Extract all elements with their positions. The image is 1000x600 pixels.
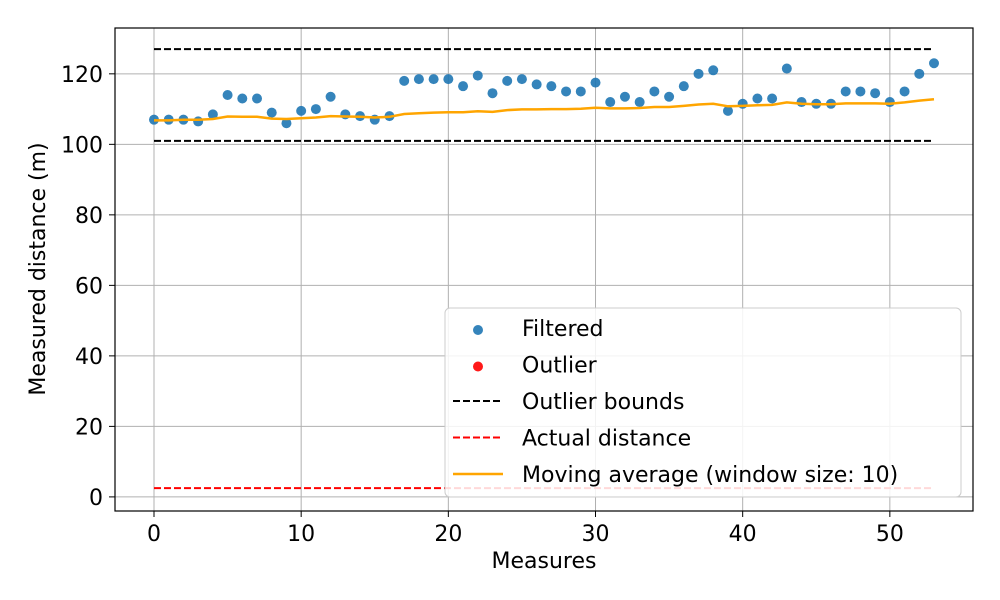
x-tick-label: 50 <box>876 522 904 547</box>
filtered-point <box>840 86 851 97</box>
filtered-point <box>531 79 542 90</box>
filtered-point <box>561 86 572 97</box>
legend-label-2: Outlier bounds <box>522 390 684 415</box>
x-tick-label: 10 <box>287 522 315 547</box>
filtered-point <box>296 105 307 116</box>
filtered-point <box>590 77 601 88</box>
filtered-point <box>281 118 292 129</box>
y-tick-label: 100 <box>61 133 103 158</box>
filtered-point <box>929 58 939 69</box>
y-axis-ticks: 0 20 40 60 80 100 120 <box>61 63 115 511</box>
filtered-point <box>870 88 881 99</box>
filtered-point <box>546 81 557 92</box>
filtered-point <box>207 109 218 120</box>
filtered-point <box>664 91 675 102</box>
filtered-point <box>693 68 704 79</box>
filtered-point <box>855 86 866 97</box>
legend: Filtered Outlier Outlier bounds Actual dist… <box>444 307 962 498</box>
legend-marker-1 <box>473 361 483 372</box>
filtered-point <box>796 97 807 108</box>
x-axis-label: Measures <box>492 549 597 574</box>
filtered-point <box>237 93 248 104</box>
filtered-point <box>605 97 616 108</box>
x-axis-ticks: 0 10 20 30 40 50 <box>147 511 904 547</box>
x-tick-label: 40 <box>729 522 757 547</box>
y-tick-label: 120 <box>61 63 103 88</box>
filtered-point <box>487 88 498 99</box>
filtered-point <box>752 93 763 104</box>
filtered-point <box>222 89 233 100</box>
y-tick-label: 80 <box>75 204 103 229</box>
filtered-point <box>443 74 454 85</box>
legend-box <box>444 307 962 498</box>
legend-label-0: Filtered <box>522 317 604 342</box>
y-tick-label: 0 <box>89 486 103 511</box>
filtered-point <box>619 91 630 102</box>
filtered-point <box>325 91 336 102</box>
filtered-point <box>516 74 527 85</box>
filtered-point <box>252 93 263 104</box>
filtered-point <box>708 65 719 76</box>
filtered-point <box>193 116 204 127</box>
filtered-point <box>310 104 321 115</box>
filtered-point <box>340 109 351 120</box>
x-tick-label: 20 <box>434 522 462 547</box>
filtered-point <box>899 86 910 97</box>
filtered-point <box>649 86 660 97</box>
legend-label-3: Actual distance <box>522 427 691 452</box>
filtered-point <box>399 75 410 86</box>
plot-frame <box>114 27 974 512</box>
filtered-point <box>266 107 277 118</box>
filtered-point <box>458 81 469 92</box>
filtered-point <box>781 63 792 74</box>
filtered-point <box>737 98 748 109</box>
plot-marks <box>149 48 939 490</box>
legend-marker-0 <box>473 325 483 335</box>
filtered-point <box>678 81 689 92</box>
filtered-point <box>884 97 895 108</box>
y-tick-label: 60 <box>75 274 103 299</box>
legend-label-1: Outlier <box>522 354 598 379</box>
filtered-point <box>575 86 586 97</box>
filtered-point <box>914 68 925 79</box>
filtered-point <box>767 93 778 104</box>
filtered-point <box>413 74 424 85</box>
x-tick-label: 30 <box>582 522 610 547</box>
filtered-point <box>634 97 645 108</box>
filtered-point <box>428 74 439 85</box>
filtered-point <box>502 75 513 86</box>
y-tick-label: 20 <box>75 415 103 440</box>
filtered-point <box>472 70 483 81</box>
y-axis-label: Measured distance (m) <box>26 142 51 395</box>
moving-average-line <box>154 97 935 122</box>
legend-label-4: Moving average (window size: 10) <box>522 463 898 488</box>
y-tick-label: 40 <box>75 345 103 370</box>
x-tick-label: 0 <box>147 522 161 547</box>
filtered-point <box>722 105 733 116</box>
